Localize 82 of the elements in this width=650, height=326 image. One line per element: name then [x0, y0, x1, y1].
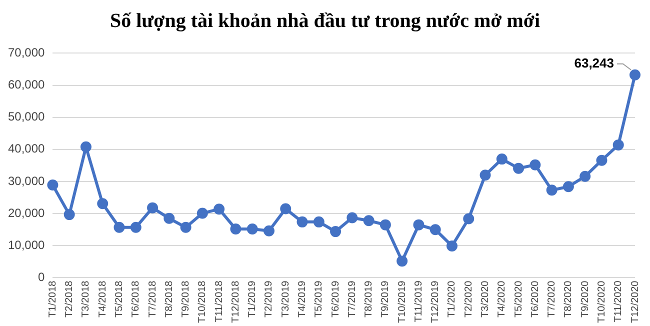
point — [280, 203, 292, 214]
point — [263, 225, 274, 236]
x-tick-label: T7/2019 — [346, 280, 358, 318]
point — [363, 215, 374, 226]
point — [214, 204, 225, 215]
x-tick-label: T8/2020 — [563, 280, 574, 318]
point — [430, 224, 441, 236]
x-tick-label: T7/2020 — [546, 280, 558, 318]
point — [346, 212, 358, 224]
x-tick-label: T3/2019 — [280, 280, 292, 318]
x-tick-label: T1/2019 — [247, 280, 258, 318]
y-tick-label: 0 — [38, 270, 46, 284]
y-tick-label: 10,000 — [8, 238, 46, 252]
point — [596, 154, 608, 166]
point — [480, 170, 491, 181]
x-tick-label: T2/2019 — [264, 280, 275, 318]
point — [496, 154, 508, 165]
x-tick-label: T9/2019 — [380, 280, 392, 318]
point — [97, 198, 108, 210]
y-tick-label: 50,000 — [8, 110, 46, 124]
x-tick-label: T8/2018 — [164, 280, 175, 318]
x-tick-label: T5/2019 — [314, 280, 325, 318]
x-tick-label: T4/2018 — [97, 280, 108, 318]
x-tick-label: T10/2019 — [396, 280, 408, 324]
x-tick-label: T9/2018 — [180, 280, 192, 318]
x-tick-label: T9/2020 — [580, 280, 591, 318]
point — [562, 181, 574, 192]
x-tick-label: T1/2020 — [446, 280, 458, 318]
x-tick-label: T5/2018 — [114, 280, 125, 318]
point — [246, 223, 258, 234]
chart-title: Số lượng tài khoản nhà đầu tư trong nước mở mới — [108, 9, 542, 34]
x-tick-label: T6/2018 — [130, 280, 142, 318]
x-tick-label: T3/2018 — [80, 280, 92, 318]
x-tick-label: T12/2019 — [430, 280, 442, 324]
x-tick-label: T5/2020 — [513, 280, 524, 318]
point — [546, 184, 558, 196]
x-tick-label: T12/2018 — [230, 280, 242, 324]
point — [180, 222, 192, 233]
point — [396, 256, 408, 267]
x-tick-label: T6/2019 — [330, 280, 342, 318]
x-tick-label: T4/2020 — [496, 280, 508, 318]
x-tick-label: T3/2020 — [480, 280, 492, 318]
point — [513, 162, 524, 174]
point — [47, 180, 58, 191]
x-tick-label: T11/2018 — [214, 280, 225, 322]
point — [164, 212, 175, 224]
point — [130, 222, 142, 233]
x-tick-label: T10/2020 — [596, 280, 608, 324]
point — [530, 159, 541, 170]
point — [147, 202, 158, 214]
point — [313, 216, 324, 228]
point — [612, 139, 624, 150]
point — [463, 213, 474, 224]
x-tick-label: T12/2020 — [630, 280, 641, 324]
x-tick-label: T2/2018 — [64, 280, 76, 318]
y-tick-label: 60,000 — [8, 78, 46, 92]
point — [446, 240, 458, 252]
point — [413, 219, 424, 230]
x-tick-label: T1/2018 — [47, 280, 58, 318]
point — [296, 216, 308, 228]
point — [64, 209, 75, 220]
x-tick-label: T10/2018 — [197, 280, 208, 324]
point — [380, 219, 391, 230]
x-tick-label: T4/2019 — [297, 280, 308, 318]
point — [80, 141, 92, 152]
point — [330, 226, 342, 238]
point — [114, 222, 125, 233]
y-tick-label: 30,000 — [8, 174, 46, 188]
x-tick-label: T6/2020 — [530, 280, 541, 318]
y-tick-label: 20,000 — [8, 206, 46, 220]
data-label: 63,243 — [574, 55, 614, 70]
point — [630, 69, 640, 80]
point — [196, 208, 208, 219]
y-tick-label: 40,000 — [8, 142, 46, 156]
y-tick-label: 70,000 — [8, 46, 46, 60]
point — [230, 223, 242, 234]
point — [580, 170, 591, 182]
x-tick-label: T11/2020 — [613, 280, 624, 322]
x-tick-label: T7/2018 — [147, 280, 158, 318]
x-tick-label: T2/2020 — [463, 280, 474, 318]
x-tick-label: T11/2019 — [413, 280, 424, 322]
x-tick-label: T8/2019 — [364, 280, 375, 318]
